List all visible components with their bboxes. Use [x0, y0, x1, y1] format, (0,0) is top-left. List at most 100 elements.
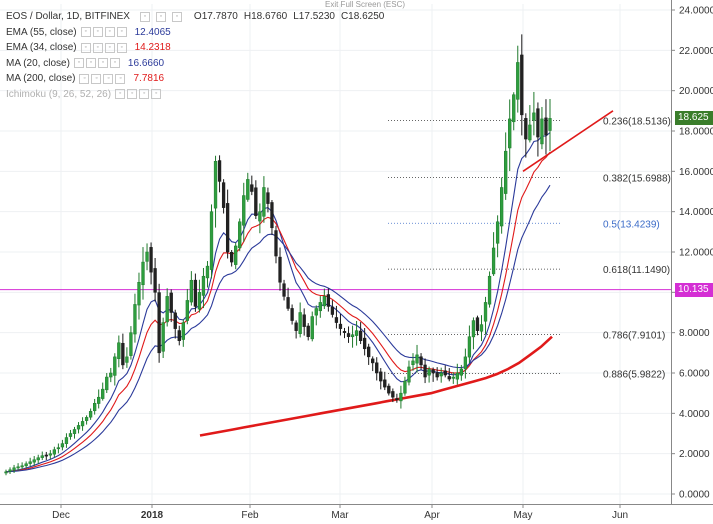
eye-icon[interactable]: ◦ — [73, 58, 84, 69]
indicator-controls[interactable]: ◦ ◦ ◦ ◦ — [79, 73, 127, 84]
more-icon[interactable]: ◦ — [115, 73, 126, 84]
candle-body — [173, 312, 177, 329]
more-icon[interactable]: ◦ — [151, 89, 162, 100]
candle-body — [342, 331, 347, 333]
y-tick-label: 18.0000 — [679, 127, 713, 138]
time-axis[interactable]: Dec 2018 Feb Mar Apr May Jun — [52, 504, 628, 521]
fib-level-label: 0.786(7.9101) — [603, 330, 665, 341]
indicator-controls[interactable]: ◦ ◦ ◦ ◦ — [115, 89, 163, 100]
candle-body — [169, 292, 173, 313]
x-tick-label: Dec — [52, 510, 70, 521]
candle-body — [262, 187, 266, 217]
candle-body — [362, 337, 367, 350]
candle-body — [193, 279, 198, 307]
settings-icon[interactable]: ◦ — [85, 58, 96, 69]
candle-body — [282, 283, 286, 297]
candle-body — [306, 325, 310, 337]
candle-body — [524, 118, 528, 140]
candle-body — [399, 392, 403, 402]
candle-body — [499, 187, 504, 227]
eye-icon[interactable]: ◦ — [155, 11, 166, 22]
candle-body — [72, 429, 77, 434]
candle-body — [113, 356, 117, 376]
indicator-label: EMA (55, close) — [6, 26, 77, 38]
indicator-controls[interactable]: ◦ ◦ ◦ ◦ — [80, 42, 129, 53]
y-tick-label: 4.0000 — [679, 409, 710, 420]
x-tick-label: Mar — [331, 510, 349, 521]
close-icon[interactable]: ◦ — [104, 27, 115, 38]
candle-body — [298, 312, 302, 334]
candle-body — [64, 437, 69, 444]
candle-body — [447, 376, 451, 380]
ma-200-line — [199, 335, 553, 437]
y-tick-label: 24.0000 — [679, 6, 713, 17]
y-tick-label: 16.0000 — [679, 167, 713, 178]
candle-body — [407, 366, 411, 383]
candle-body — [544, 117, 548, 136]
indicator-value: 12.4065 — [134, 26, 171, 38]
ohlc-close: C18.6250 — [340, 11, 385, 23]
candle-body — [8, 469, 12, 472]
y-tick-label: 6.0000 — [679, 369, 710, 380]
ohlc-open: O17.7870 — [193, 11, 238, 23]
fib-level-label: 0.236(18.5136) — [603, 117, 671, 128]
candle-body — [117, 342, 121, 359]
settings-icon[interactable]: ◦ — [92, 27, 103, 38]
more-icon[interactable]: ◦ — [116, 27, 127, 38]
candle-body — [133, 304, 137, 335]
settings-icon[interactable]: ◦ — [127, 89, 138, 100]
candle-body — [16, 466, 20, 469]
candle-body — [109, 372, 113, 378]
eye-icon[interactable]: ◦ — [80, 27, 91, 38]
more-icon[interactable]: ◦ — [116, 42, 127, 53]
more-icon[interactable]: ◦ — [171, 11, 182, 22]
close-icon[interactable]: ◦ — [139, 89, 150, 100]
more-icon[interactable]: ◦ — [109, 58, 120, 69]
candle-body — [431, 369, 435, 374]
close-icon[interactable]: ◦ — [103, 73, 114, 84]
candle-body — [270, 202, 274, 229]
symbol-controls[interactable]: ◦ ◦ ◦ — [139, 11, 188, 22]
price-axis[interactable]: 24.0000 22.0000 20.0000 18.0000 16.0000 14.00… — [671, 6, 713, 501]
candle-body — [346, 333, 351, 337]
trendline[interactable] — [522, 110, 614, 172]
candle-body — [161, 322, 165, 352]
close-icon[interactable]: ◦ — [97, 58, 108, 69]
x-tick-label: May — [514, 510, 533, 521]
candle-body — [20, 465, 24, 468]
indicator-controls[interactable]: ◦ ◦ ◦ ◦ — [80, 27, 129, 38]
candle-body — [129, 332, 133, 356]
candle-body — [234, 245, 238, 265]
candle-body — [225, 203, 230, 253]
candle-body — [375, 362, 379, 374]
eye-icon[interactable]: ◦ — [80, 42, 91, 53]
symbol-title: EOS / Dollar, 1D, BITFINEX — [6, 11, 130, 23]
eye-icon[interactable]: ◦ — [115, 89, 126, 100]
candle-body — [439, 372, 443, 377]
settings-icon[interactable]: ◦ — [92, 42, 103, 53]
candle-body — [403, 380, 407, 394]
indicator-controls[interactable]: ◦ ◦ ◦ ◦ — [73, 58, 122, 69]
candle-body — [487, 275, 492, 305]
candle-body — [60, 443, 65, 448]
indicator-row: Ichimoku (9, 26, 52, 26) ◦ ◦ ◦ ◦ — [6, 87, 390, 103]
y-tick-label: 20.0000 — [679, 86, 713, 97]
candle-body — [532, 112, 536, 121]
candle-body — [459, 368, 463, 376]
candle-body — [318, 302, 322, 312]
settings-icon[interactable]: ◦ — [139, 11, 150, 22]
candle-body — [294, 322, 298, 331]
settings-icon[interactable]: ◦ — [91, 73, 102, 84]
close-icon[interactable]: ◦ — [104, 42, 115, 53]
ohlc-high: H18.6760 — [243, 11, 288, 23]
candle-body — [379, 371, 383, 382]
candle-body — [181, 322, 185, 340]
eye-icon[interactable]: ◦ — [79, 73, 90, 84]
x-tick-label: Apr — [424, 510, 440, 521]
candle-body — [93, 403, 97, 412]
candle-body — [4, 471, 8, 474]
candle-body — [463, 356, 468, 370]
indicator-value: 16.6660 — [127, 57, 165, 69]
exit-fullscreen-hint[interactable]: Exit Full Screen (ESC) — [325, 0, 406, 9]
